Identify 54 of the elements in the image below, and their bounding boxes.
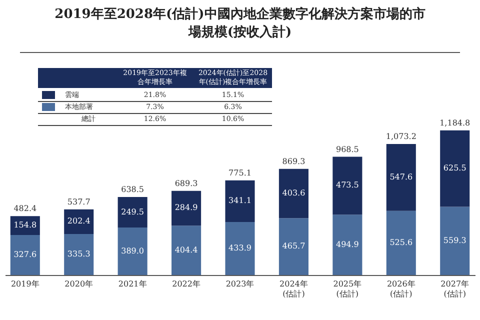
x-tick-label: 2024年 (估計): [280, 280, 308, 298]
bar: [225, 180, 255, 222]
data-label: 433.9: [228, 244, 252, 253]
data-label: 404.4: [174, 245, 198, 254]
bar: [332, 214, 362, 275]
data-label: 335.3: [67, 250, 90, 259]
data-label: 202.4: [67, 216, 90, 226]
bar: [225, 222, 255, 275]
x-tick-label: 2019年: [10, 280, 40, 288]
bar: [332, 156, 362, 215]
data-label: 154.8: [14, 220, 37, 230]
data-label: 525.6: [390, 238, 413, 247]
chart-title: 2019年至2028年(估計)中國內地企業數字化解決方案市場的市場規模(按收入計): [54, 6, 426, 42]
data-label: 249.5: [121, 207, 144, 216]
data-label: 494.9: [336, 240, 359, 249]
data-label: 284.9: [174, 203, 198, 212]
total-label: 638.5: [121, 185, 144, 194]
total-label: 537.7: [67, 197, 90, 206]
data-label: 625.5: [443, 164, 466, 173]
bar: [440, 206, 470, 275]
total-label: 1,184.8: [440, 118, 470, 128]
data-label: 341.1: [228, 196, 252, 206]
total-label: 1,073.2: [386, 132, 416, 141]
data-label: 327.6: [14, 250, 37, 259]
bar: [278, 218, 308, 275]
bar: [64, 209, 94, 234]
total-label: 869.3: [282, 156, 306, 166]
bar: [118, 197, 148, 228]
total-label: 968.5: [336, 144, 359, 154]
x-tick-label: 2020年: [64, 280, 94, 288]
x-tick-label: 2027年 (估計): [440, 280, 470, 298]
total-label: 775.1: [228, 168, 252, 178]
x-tick-label: 2023年: [226, 280, 254, 288]
bar: [172, 190, 202, 226]
total-label: 482.4: [14, 204, 37, 214]
data-label: 473.5: [336, 180, 359, 190]
x-tick-label: 2022年: [172, 280, 200, 288]
x-tick-label: 2025年 (估計): [333, 280, 362, 298]
bar: [386, 144, 416, 211]
data-label: 403.6: [282, 188, 306, 198]
bar: [172, 226, 202, 275]
x-tick-label: 2021年: [118, 280, 147, 288]
bar: [10, 235, 40, 275]
bar: [278, 168, 308, 218]
data-label: 547.6: [390, 172, 413, 182]
bar: [386, 210, 416, 275]
data-label: 389.0: [121, 246, 144, 256]
bar: [118, 228, 148, 275]
bar: [440, 130, 470, 207]
data-label: 559.3: [443, 236, 466, 245]
bar: [64, 234, 94, 275]
total-label: 689.3: [174, 178, 198, 188]
x-tick-label: 2026年 (估計): [386, 280, 416, 298]
data-label: 465.7: [282, 242, 306, 251]
